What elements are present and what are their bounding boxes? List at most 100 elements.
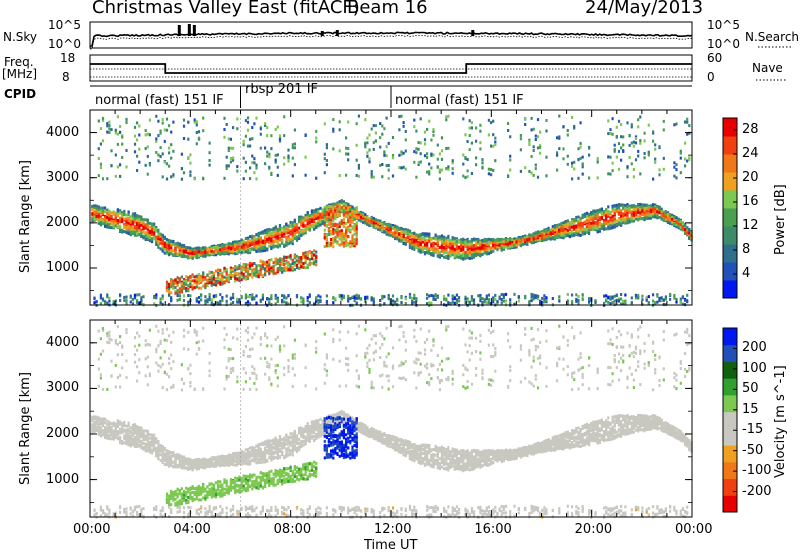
- power-cell: [332, 301, 335, 305]
- power-cell: [204, 250, 207, 254]
- power-cell: [159, 129, 162, 133]
- power-cell: [400, 239, 403, 242]
- power-cell: [539, 233, 542, 237]
- power-cell: [157, 153, 160, 157]
- power-cell: [168, 241, 171, 244]
- power-cell: [172, 249, 175, 253]
- power-cell: [208, 151, 211, 155]
- power-cell: [304, 213, 307, 217]
- power-cell: [317, 208, 320, 212]
- power-cell: [223, 128, 226, 131]
- power-cell: [270, 171, 273, 175]
- power-cell: [208, 159, 211, 162]
- power-cell: [545, 227, 548, 231]
- power-cell: [197, 276, 201, 279]
- power-cell: [475, 244, 478, 248]
- power-cell: [566, 162, 569, 166]
- power-cell: [202, 278, 205, 282]
- power-cell: [313, 258, 316, 262]
- power-cell: [468, 240, 471, 244]
- power-cell: [208, 251, 211, 255]
- power-cell: [138, 293, 141, 297]
- power-cell: [266, 126, 269, 130]
- power-cell: [208, 246, 211, 250]
- power-cell: [238, 250, 241, 254]
- power-cell: [255, 294, 258, 298]
- power-cell: [227, 276, 230, 280]
- power-cell: [180, 167, 183, 170]
- nsky-label: N.Sky: [3, 30, 38, 44]
- power-cell: [106, 295, 109, 299]
- power-cell: [133, 229, 137, 232]
- power-cell: [276, 173, 279, 177]
- power-cell: [129, 223, 132, 227]
- power-cell: [413, 125, 416, 129]
- power-cell: [219, 243, 222, 247]
- power-cell: [259, 273, 262, 276]
- power-cell: [379, 226, 382, 230]
- power-cell: [447, 238, 450, 242]
- power-cell: [317, 294, 320, 298]
- power-cell: [391, 234, 395, 238]
- power-cell: [246, 267, 250, 271]
- power-cell: [125, 231, 128, 235]
- power-cell: [313, 227, 316, 231]
- power-cell: [289, 240, 292, 244]
- power-cell: [104, 206, 107, 210]
- power-cell: [543, 300, 546, 304]
- power-cell: [232, 247, 235, 251]
- power-cell: [127, 232, 130, 235]
- power-cell: [545, 296, 548, 300]
- power-cell: [432, 129, 435, 133]
- power-cell: [300, 260, 303, 264]
- power-cell: [163, 128, 166, 132]
- power-cell: [530, 236, 533, 240]
- power-cell: [161, 294, 164, 298]
- power-cell: [445, 297, 448, 301]
- power-cell: [131, 214, 134, 218]
- power-cell: [293, 226, 296, 230]
- power-cell: [261, 239, 264, 243]
- power-cell: [334, 235, 337, 239]
- power-cell: [129, 232, 132, 236]
- power-cell: [131, 302, 134, 306]
- power-cell: [253, 157, 256, 161]
- power-cell: [466, 245, 469, 249]
- power-cell: [468, 119, 471, 123]
- power-cell: [500, 293, 503, 296]
- power-cell: [490, 246, 493, 250]
- power-cell: [114, 131, 117, 135]
- power-cell: [428, 170, 431, 174]
- power-cell: [257, 270, 260, 274]
- power-cell: [413, 247, 416, 251]
- power-cell: [121, 142, 124, 146]
- power-cell: [468, 134, 471, 137]
- power-cell: [428, 247, 431, 251]
- power-cell: [283, 234, 286, 238]
- power-cell: [400, 150, 403, 154]
- power-cell: [240, 270, 243, 273]
- power-cell: [466, 256, 469, 260]
- power-cell: [402, 124, 405, 128]
- power-cell: [400, 114, 403, 118]
- power-cell: [266, 264, 269, 268]
- power-cell: [306, 213, 309, 217]
- power-cell: [330, 225, 333, 229]
- power-cell: [114, 224, 117, 228]
- power-cell: [534, 167, 537, 171]
- power-cell: [140, 221, 143, 224]
- power-cell: [114, 216, 117, 220]
- power-cell: [136, 300, 139, 304]
- power-cell: [146, 218, 149, 222]
- power-cell: [170, 240, 173, 244]
- power-cell: [214, 269, 218, 273]
- power-cell: [202, 177, 205, 181]
- power-cell: [234, 274, 237, 278]
- power-cell: [526, 238, 529, 242]
- power-cell: [355, 240, 358, 244]
- power-cell: [458, 252, 461, 256]
- power-cell: [515, 245, 518, 249]
- power-cell: [278, 244, 282, 248]
- power-cell: [129, 220, 132, 223]
- power-cell: [323, 234, 326, 238]
